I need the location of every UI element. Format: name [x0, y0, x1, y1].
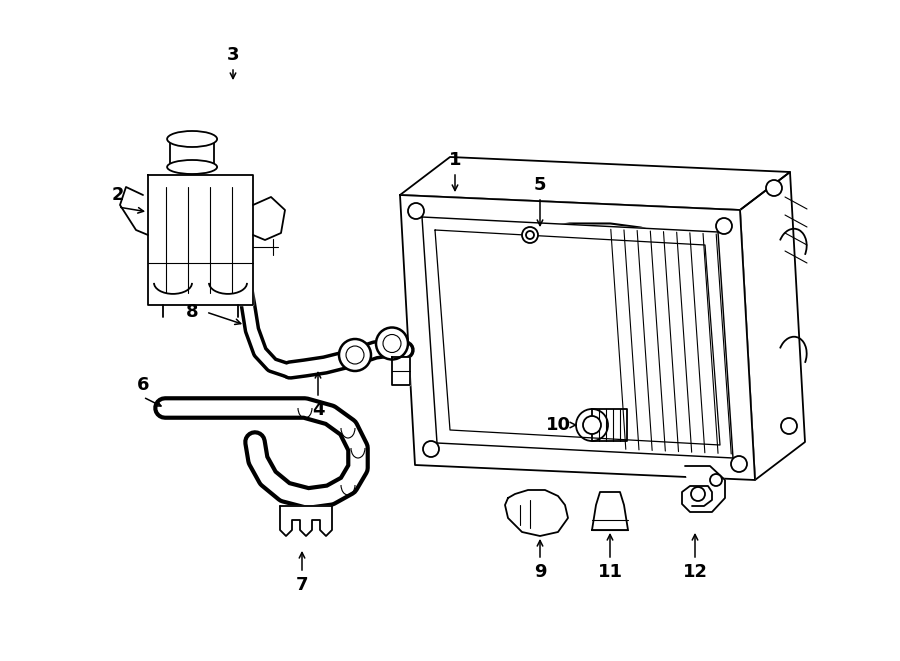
- Text: 12: 12: [682, 563, 707, 581]
- Polygon shape: [170, 139, 214, 167]
- Circle shape: [378, 329, 406, 358]
- Text: 7: 7: [296, 576, 308, 594]
- Text: 11: 11: [598, 563, 623, 581]
- Text: 2: 2: [112, 186, 124, 204]
- Polygon shape: [400, 195, 755, 480]
- Circle shape: [376, 327, 408, 360]
- Polygon shape: [740, 172, 805, 480]
- Polygon shape: [400, 157, 790, 210]
- Circle shape: [522, 227, 538, 243]
- Text: 9: 9: [534, 563, 546, 581]
- Ellipse shape: [167, 131, 217, 147]
- Circle shape: [383, 334, 401, 352]
- Circle shape: [385, 336, 399, 350]
- Text: 8: 8: [185, 303, 198, 321]
- Polygon shape: [592, 492, 628, 530]
- Circle shape: [716, 218, 732, 234]
- Text: 4: 4: [311, 401, 324, 419]
- Circle shape: [576, 409, 608, 441]
- Circle shape: [339, 339, 371, 371]
- Circle shape: [691, 487, 705, 501]
- Polygon shape: [148, 175, 253, 305]
- Circle shape: [423, 441, 439, 457]
- Polygon shape: [392, 356, 410, 385]
- Polygon shape: [505, 490, 568, 536]
- Circle shape: [766, 180, 782, 196]
- Circle shape: [731, 456, 747, 472]
- Ellipse shape: [167, 160, 217, 174]
- Circle shape: [346, 346, 364, 364]
- Circle shape: [583, 416, 601, 434]
- Polygon shape: [592, 409, 627, 441]
- Text: 6: 6: [137, 376, 149, 394]
- Circle shape: [710, 474, 722, 486]
- Text: 5: 5: [534, 176, 546, 194]
- Circle shape: [526, 231, 534, 239]
- Circle shape: [408, 203, 424, 219]
- Polygon shape: [682, 466, 725, 512]
- Polygon shape: [280, 506, 332, 536]
- Polygon shape: [435, 230, 720, 445]
- Text: 10: 10: [545, 416, 571, 434]
- Text: 1: 1: [449, 151, 461, 169]
- Polygon shape: [422, 217, 733, 458]
- Circle shape: [781, 418, 797, 434]
- Text: 3: 3: [227, 46, 239, 64]
